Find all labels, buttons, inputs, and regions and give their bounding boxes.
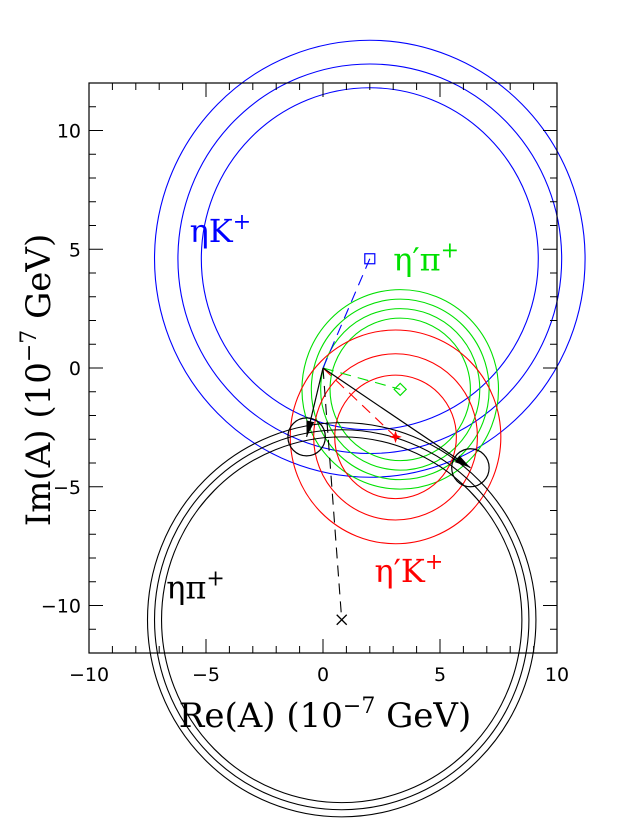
y-axis-title-exponent: −7 xyxy=(17,330,42,362)
label-etaPrimeK-sup: + xyxy=(425,550,443,575)
x-tick-label: −5 xyxy=(192,664,220,686)
x-tick-label: 5 xyxy=(434,664,446,686)
y-axis-title-main: Im(A) (10 xyxy=(19,362,59,526)
y-axis-title: Im(A) (10−7 GeV) xyxy=(17,234,59,526)
circle-etaPi-0 xyxy=(160,436,523,804)
x-tick-label: 0 xyxy=(317,664,329,686)
label-etaK-main: ηK xyxy=(190,212,234,250)
dashed-line-etaPi xyxy=(322,367,343,620)
label-etaPi-sup: + xyxy=(206,566,224,591)
x-axis-title-main: Re(A) (10 xyxy=(179,696,343,736)
marker-diamond-etaPrimePi xyxy=(393,382,408,397)
circle-etaPrimePi-1 xyxy=(320,308,481,471)
label-etaK: ηK+ xyxy=(190,210,252,250)
circle-etaK-2 xyxy=(153,39,586,478)
solution-arrowhead-0 xyxy=(306,420,315,437)
label-etaPi: ηπ+ xyxy=(166,566,225,606)
circles-layer xyxy=(146,39,586,818)
label-etaPrimeK: η′K+ xyxy=(374,550,443,590)
y-axis-title-unit: GeV) xyxy=(19,234,59,330)
circle-etaPrimeK-1 xyxy=(313,353,478,521)
y-tick-label: −5 xyxy=(53,477,81,499)
label-etaK-sup: + xyxy=(233,210,251,235)
solution-circle-1 xyxy=(451,448,490,488)
circle-etaPi-2 xyxy=(146,422,537,818)
marker-cross-etaPi xyxy=(336,614,348,626)
marker-square-etaK xyxy=(364,253,376,265)
label-etaPrimeK-main: η′K xyxy=(374,552,425,590)
circle-etaPrimePi-2 xyxy=(310,298,490,481)
ticks-layer xyxy=(88,82,558,654)
marker-star-etaPrimeK xyxy=(389,430,402,444)
solution-circle-0 xyxy=(287,417,326,457)
label-etaPrimePi-main: η′π xyxy=(393,241,440,279)
circle-etaPrimePi-0 xyxy=(329,317,471,462)
y-tick-label: 0 xyxy=(69,358,81,380)
x-tick-label: −10 xyxy=(69,664,109,686)
y-tick-label: 10 xyxy=(57,121,81,143)
solution-line-0 xyxy=(322,367,471,469)
x-axis-title-exponent: −7 xyxy=(343,694,375,719)
dashed-line-etaPrimePi xyxy=(322,367,401,390)
dashed-line-etaK xyxy=(322,258,371,369)
x-axis-title-unit: GeV) xyxy=(375,696,471,736)
solution-arrowhead-1 xyxy=(454,455,471,468)
x-tick-label: 10 xyxy=(545,664,569,686)
y-tick-label: −10 xyxy=(41,596,81,618)
y-tick-label: 5 xyxy=(69,239,81,261)
label-etaPrimePi: η′π+ xyxy=(393,239,459,279)
circle-etaPrimePi-3 xyxy=(301,289,500,490)
circle-etaPi-1 xyxy=(153,429,530,811)
x-axis-title: Re(A) (10−7 GeV) xyxy=(179,694,472,736)
markers-layer xyxy=(287,253,490,626)
label-etaPi-main: ηπ xyxy=(166,568,206,606)
label-etaPrimePi-sup: + xyxy=(441,239,459,264)
